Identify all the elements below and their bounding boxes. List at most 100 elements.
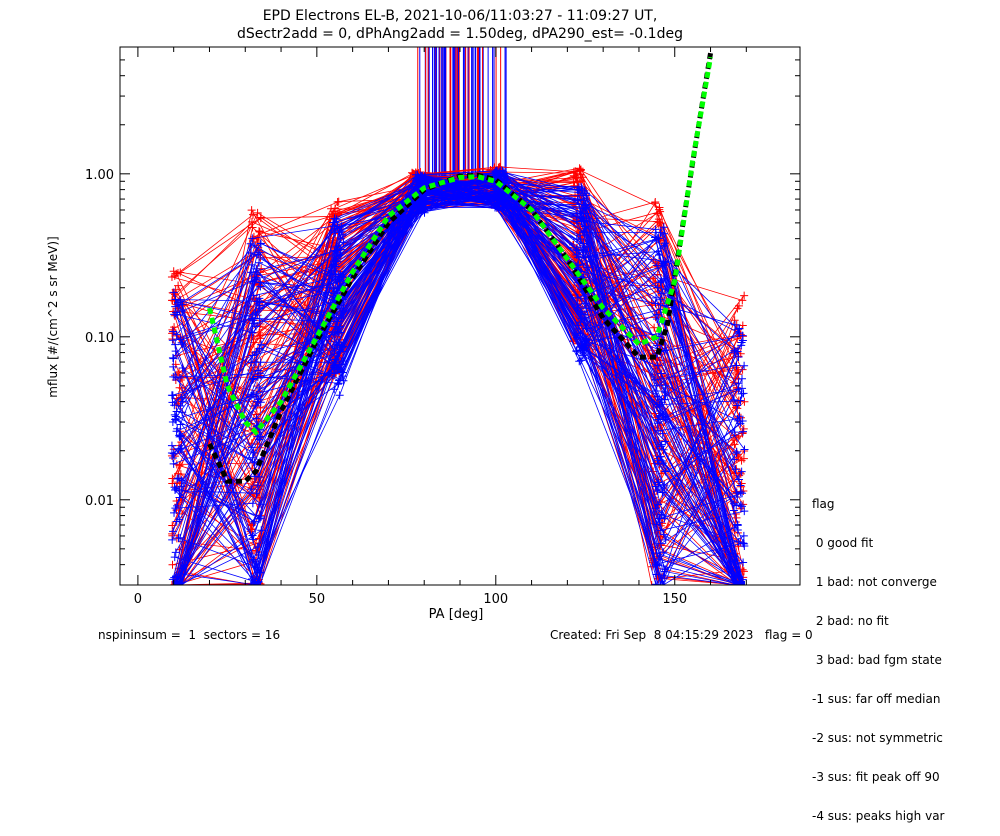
- trace-marker: [176, 401, 185, 410]
- trace-marker: [739, 558, 748, 567]
- trace-marker: [740, 361, 749, 370]
- trace-marker: [176, 420, 185, 429]
- trace-marker: [660, 261, 669, 270]
- trace-marker: [577, 183, 586, 192]
- trace-marker: [175, 374, 184, 383]
- legend-item: 2 bad: no fit: [812, 614, 889, 628]
- trace-line: [178, 179, 739, 585]
- trace-marker: [654, 234, 663, 243]
- trace-marker: [175, 461, 184, 470]
- y-tick-label: 0.01: [85, 494, 114, 509]
- trace-marker: [500, 190, 509, 199]
- trace-marker: [733, 365, 742, 374]
- trace-marker: [656, 278, 665, 287]
- trace-marker: [653, 217, 662, 226]
- trace-marker: [175, 432, 184, 441]
- trace-marker: [657, 510, 666, 519]
- trace-marker: [339, 273, 348, 282]
- trace-line: [175, 175, 736, 585]
- trace-marker: [500, 176, 509, 185]
- trace-marker: [494, 203, 503, 212]
- trace-marker: [576, 318, 585, 327]
- trace-marker: [173, 424, 182, 433]
- trace-marker: [656, 411, 665, 420]
- trace-marker: [577, 356, 586, 365]
- trace-marker: [734, 537, 743, 546]
- trace-marker: [657, 369, 666, 378]
- trace-marker: [421, 203, 430, 212]
- trace-line: [176, 173, 743, 585]
- plot-area: 0 50 100 150 0.01 0.10 1.00 PA [deg] mflux [#/…: [46, 46, 801, 622]
- trace-line: [176, 194, 741, 585]
- y-tick-label: 1.00: [85, 168, 114, 183]
- trace-marker: [732, 447, 741, 456]
- trace-marker: [654, 480, 663, 489]
- trace-marker: [337, 340, 346, 349]
- trace-marker: [740, 445, 749, 454]
- trace-marker: [652, 315, 661, 324]
- trace-marker: [334, 209, 343, 218]
- trace-marker: [581, 334, 590, 343]
- trace-marker: [650, 199, 659, 208]
- trace-marker: [661, 535, 670, 544]
- trace-marker: [172, 308, 181, 317]
- trace-marker: [246, 392, 255, 401]
- fit-curve-group: [207, 52, 713, 484]
- trace-line: [176, 181, 741, 412]
- trace-marker: [729, 506, 738, 515]
- trace-marker: [656, 228, 665, 237]
- trace-marker: [176, 470, 185, 479]
- trace-marker: [248, 453, 257, 462]
- trace-marker: [333, 222, 342, 231]
- trace-marker: [247, 248, 256, 257]
- trace-marker: [248, 223, 257, 232]
- trace-line: [175, 201, 735, 553]
- trace-marker: [247, 485, 256, 494]
- trace-marker: [252, 347, 261, 356]
- trace-line: [175, 175, 736, 585]
- trace-marker: [169, 327, 178, 336]
- trace-marker: [170, 271, 179, 280]
- trace-marker: [655, 250, 664, 259]
- trace-marker: [659, 581, 668, 585]
- trace-marker: [578, 173, 587, 182]
- trace-marker: [169, 354, 178, 363]
- trace-marker: [653, 456, 662, 465]
- chart-subtitle: dSectr2add = 0, dPhAng2add = 1.50deg, dP…: [237, 26, 683, 42]
- trace-marker: [331, 218, 340, 227]
- trace-marker: [335, 391, 344, 400]
- trace-marker: [252, 581, 261, 585]
- trace-marker: [248, 531, 257, 540]
- trace-marker: [255, 294, 264, 303]
- trace-marker: [573, 300, 582, 309]
- trace-marker: [734, 353, 743, 362]
- trace-marker: [735, 475, 744, 484]
- trace-marker: [740, 291, 749, 300]
- trace-marker: [168, 336, 177, 345]
- trace-marker: [660, 574, 669, 583]
- trace-marker: [730, 428, 739, 437]
- x-tick-label: 100: [483, 592, 508, 607]
- trace-line: [180, 207, 735, 585]
- trace-marker: [740, 507, 749, 516]
- trace-marker: [176, 445, 185, 454]
- trace-marker: [737, 581, 746, 585]
- trace-marker: [252, 270, 261, 279]
- trace-marker: [737, 374, 746, 383]
- trace-marker: [253, 581, 262, 585]
- trace-marker: [169, 459, 178, 468]
- trace-marker: [178, 307, 187, 316]
- trace-marker: [658, 429, 667, 438]
- legend-header: flag: [812, 497, 835, 511]
- trace-marker: [652, 520, 661, 529]
- trace-marker: [169, 267, 178, 276]
- trace-marker: [735, 468, 744, 477]
- trace-marker: [331, 322, 340, 331]
- trace-marker: [413, 170, 422, 179]
- trace-marker: [255, 328, 264, 337]
- trace-marker: [733, 521, 742, 530]
- trace-marker: [657, 456, 666, 465]
- trace-marker: [729, 436, 738, 445]
- x-tick-label: 0: [134, 592, 142, 607]
- trace-marker: [736, 481, 745, 490]
